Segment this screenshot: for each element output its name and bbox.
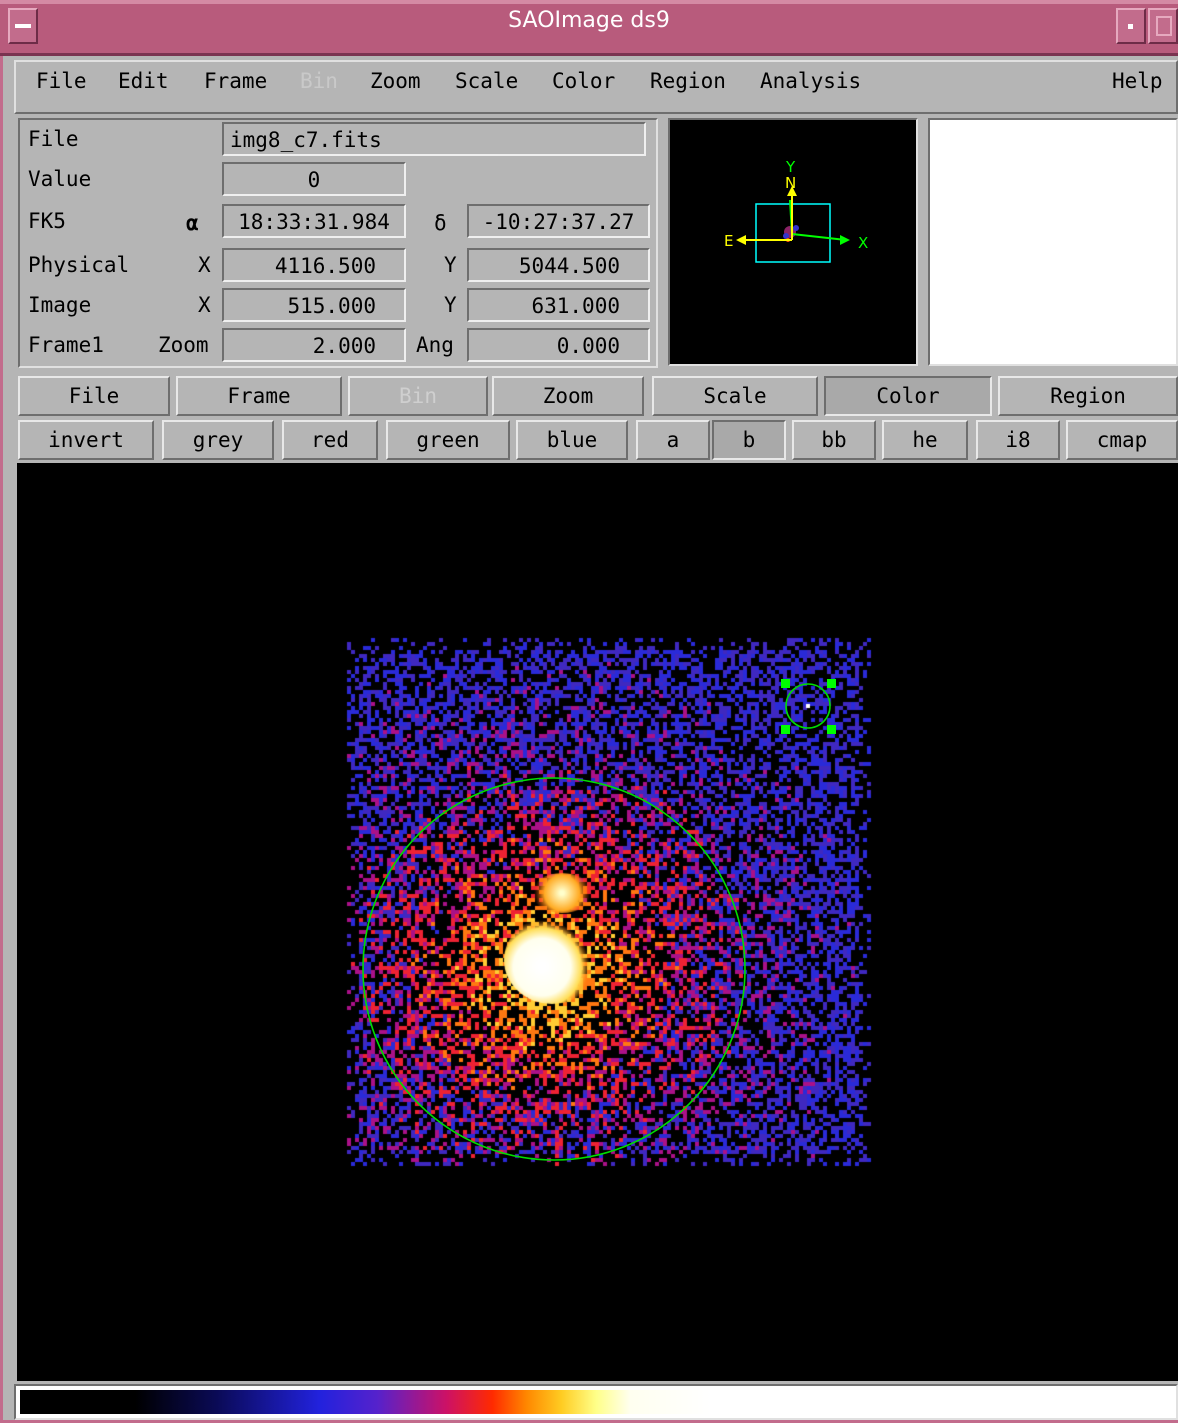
image-canvas[interactable]: [17, 463, 1178, 1381]
panner-y-label: Y: [785, 158, 796, 176]
buttonbar-main-frame[interactable]: Frame: [176, 376, 342, 416]
colormap-green-button[interactable]: green: [386, 420, 510, 460]
magnifier: [928, 118, 1178, 366]
menu-file[interactable]: File: [36, 69, 87, 93]
file-field: img8_c7.fits: [222, 122, 646, 156]
image-y-label: Y: [444, 293, 457, 317]
menu-frame[interactable]: Frame: [204, 69, 268, 93]
angle-label: Ang: [416, 333, 454, 357]
colormap-cmap-button[interactable]: cmap: [1066, 420, 1178, 460]
zoom-label: Zoom: [158, 333, 209, 357]
image-x-field: 515.000: [222, 288, 406, 322]
panner-north-arrowhead: [787, 186, 797, 196]
minimize-button[interactable]: [1116, 8, 1146, 44]
info-panel: [18, 118, 658, 368]
angle-field: 0.000: [467, 328, 650, 362]
zoom-field: 2.000: [222, 328, 406, 362]
menu-analysis[interactable]: Analysis: [760, 69, 862, 93]
panner-east-arrowhead: [736, 235, 746, 245]
panner-x-axis: [791, 233, 847, 241]
colormap-bb-button[interactable]: bb: [792, 420, 876, 460]
region-circle-small-selected[interactable]: [785, 683, 831, 729]
colormap-a-button[interactable]: a: [636, 420, 710, 460]
buttonbar-main-region[interactable]: Region: [998, 376, 1178, 416]
maximize-icon: [1156, 16, 1172, 36]
ra-field: 18:33:31.984: [222, 204, 406, 238]
physical-x-label: X: [198, 253, 211, 277]
window-frame: [0, 56, 1178, 1423]
value-field: 0: [222, 162, 406, 196]
colormap-red-button[interactable]: red: [282, 420, 378, 460]
buttonbar-main-bin: Bin: [348, 376, 488, 416]
delta-label: δ: [434, 211, 447, 235]
buttonbar-main-color[interactable]: Color: [824, 376, 992, 416]
file-label: File: [28, 127, 79, 151]
region-handle[interactable]: [781, 679, 790, 688]
menu-color[interactable]: Color: [552, 69, 616, 93]
image-y-field: 631.000: [467, 288, 650, 322]
panner-e-label: E: [724, 232, 733, 250]
menu-region[interactable]: Region: [650, 69, 726, 93]
alpha-label: α: [186, 211, 199, 235]
colorbar-gradient[interactable]: [20, 1390, 1172, 1414]
panner-n-label: N: [785, 174, 796, 192]
colormap-i8-button[interactable]: i8: [976, 420, 1060, 460]
region-handle[interactable]: [827, 725, 836, 734]
window-title: SAOImage ds9: [508, 8, 670, 33]
buttonbar-main-file[interactable]: File: [18, 376, 170, 416]
menu-scale[interactable]: Scale: [455, 69, 519, 93]
menu-bar: [14, 60, 1178, 114]
menu-zoom[interactable]: Zoom: [370, 69, 421, 93]
region-handle[interactable]: [781, 725, 790, 734]
physical-y-label: Y: [444, 253, 457, 277]
window-titlebar[interactable]: [0, 0, 1178, 56]
panner-x-arrow: [840, 235, 850, 245]
minimize-icon: [1128, 24, 1133, 29]
physical-label: Physical: [28, 253, 130, 277]
menu-edit[interactable]: Edit: [118, 69, 169, 93]
menu-bin: Bin: [300, 69, 338, 93]
colormap-grey-button[interactable]: grey: [162, 420, 274, 460]
region-overlay[interactable]: [17, 463, 1178, 1381]
colorbar[interactable]: [14, 1384, 1178, 1420]
buttonbar-main-scale[interactable]: Scale: [652, 376, 818, 416]
window-menu-icon: [15, 24, 31, 28]
panner-x-label: X: [858, 234, 868, 252]
image-display[interactable]: [17, 463, 1178, 1381]
region-handle[interactable]: [827, 679, 836, 688]
fk5-label: FK5: [28, 209, 66, 233]
panner[interactable]: Y N E X: [668, 118, 918, 366]
window-menu-button[interactable]: [8, 8, 38, 44]
frame-label: Frame1: [28, 333, 104, 357]
colormap-he-button[interactable]: he: [882, 420, 968, 460]
physical-x-field: 4116.500: [222, 248, 406, 282]
image-x-label: X: [198, 293, 211, 317]
value-label: Value: [28, 167, 92, 191]
colormap-invert-button[interactable]: invert: [18, 420, 154, 460]
dec-field: -10:27:37.27: [467, 204, 650, 238]
panner-canvas[interactable]: Y N E X: [670, 120, 916, 364]
buttonbar-main-zoom[interactable]: Zoom: [492, 376, 644, 416]
maximize-button[interactable]: [1148, 8, 1178, 44]
menu-help[interactable]: Help: [1112, 69, 1163, 93]
image-label: Image: [28, 293, 92, 317]
colormap-b-button[interactable]: b: [712, 420, 786, 460]
colormap-blue-button[interactable]: blue: [516, 420, 628, 460]
region-circle-large[interactable]: [362, 777, 746, 1161]
physical-y-field: 5044.500: [467, 248, 650, 282]
